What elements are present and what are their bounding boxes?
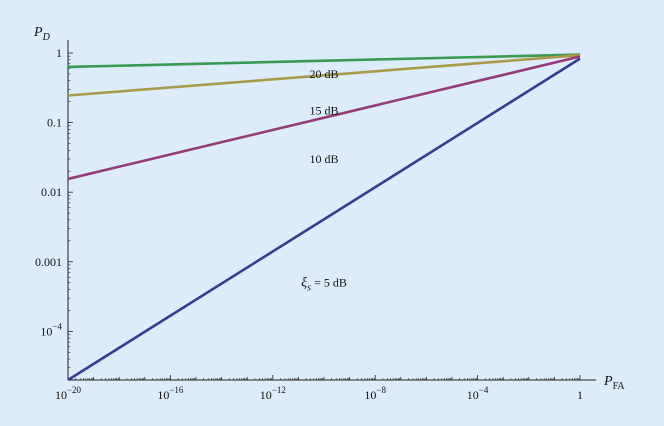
y-tick-label: 0.001 — [35, 255, 62, 269]
series-label-3: 10 dB — [309, 152, 338, 166]
series-line-2 — [67, 53, 581, 97]
series-label-4: ξs = 5 dB — [301, 276, 347, 294]
y-tick-label: 0.01 — [41, 185, 62, 199]
x-tick-label: 10−12 — [260, 385, 286, 402]
y-tick-label: 10−4 — [40, 321, 62, 338]
x-axis-title: PFA — [603, 374, 625, 392]
x-tick-label: 10−4 — [467, 385, 489, 402]
y-tick-label: 1 — [56, 46, 62, 60]
x-tick-label: 10−16 — [157, 385, 184, 402]
plot-area: 10−20 10−16 10−12 10−8 10−4 1 1 0.1 0.01 0.001 10−… — [33, 25, 625, 402]
x-tick-label: 10−20 — [55, 385, 82, 402]
series-label-2: 15 dB — [309, 103, 338, 117]
series-label-1: 20 dB — [309, 67, 338, 81]
series-line-4 — [67, 57, 581, 382]
series-line-3 — [67, 55, 581, 181]
y-tick-label: 0.1 — [47, 116, 62, 130]
series-line-1 — [67, 53, 581, 69]
x-tick-label: 1 — [577, 388, 583, 402]
x-tick-label: 10−8 — [364, 385, 386, 402]
y-axis-title: PD — [33, 25, 51, 43]
